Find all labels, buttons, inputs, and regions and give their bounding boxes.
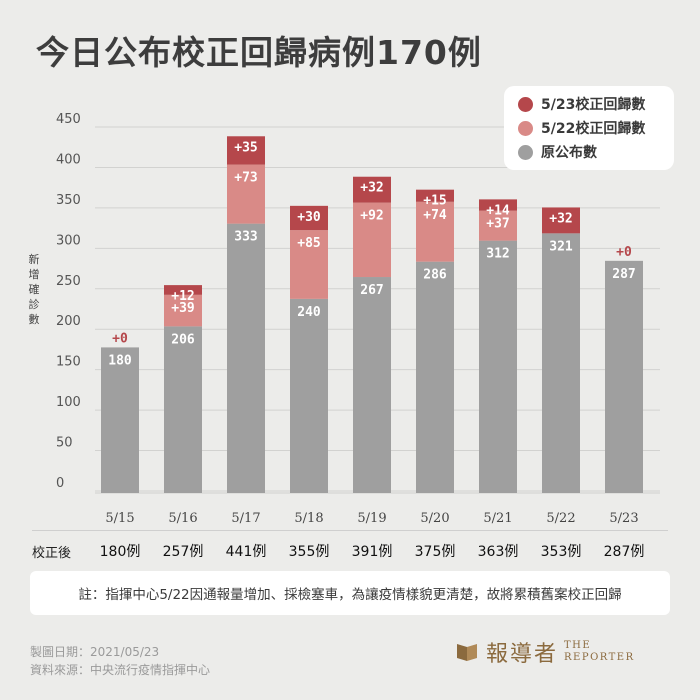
corrected-total: 375例 [414, 544, 456, 560]
footnote: 註：指揮中心5/22因通報量增加、採檢塞車，為讓疫情樣貌更清楚，故將累積舊案校正… [30, 571, 670, 615]
divider [32, 530, 668, 531]
y-tick-label: 450 [56, 112, 81, 127]
data-label: +14 [486, 203, 510, 218]
bar-segment [542, 207, 580, 234]
logo-english-text: THE REPORTER [564, 640, 635, 664]
legend-item-5-23: 5/23校正回歸數 [518, 93, 645, 115]
logo-chinese-text: 報導者 [486, 642, 559, 667]
legend-label-original: 原公布數 [541, 145, 597, 161]
data-label: 206 [171, 332, 195, 347]
data-label: +39 [171, 301, 194, 316]
x-tick-label: 5/15 [105, 511, 134, 526]
x-tick-label: 5/21 [483, 511, 512, 526]
data-label: +0 [616, 245, 632, 260]
data-label: +73 [234, 171, 257, 186]
corrected-total: 391例 [351, 544, 393, 560]
bar-segment [164, 294, 202, 327]
data-label: +74 [423, 208, 447, 223]
bar-segment [227, 136, 265, 165]
corrected-total: 355例 [288, 544, 330, 560]
y-tick-label: 200 [56, 314, 81, 329]
y-tick-label: 0 [56, 476, 64, 491]
bar-segment [479, 240, 517, 493]
bar-segment [101, 347, 139, 493]
bar-segment [164, 326, 202, 493]
book-icon [457, 644, 477, 661]
bar-segment [290, 230, 328, 299]
data-label: 267 [360, 283, 383, 298]
data-label: 321 [549, 239, 573, 254]
x-tick-label: 5/16 [168, 511, 197, 526]
data-label: 286 [423, 268, 447, 283]
y-axis-label: 新增確診數 [28, 253, 40, 326]
legend-label-5-22: 5/22校正回歸數 [541, 121, 646, 137]
corrected-total: 287例 [603, 544, 645, 560]
data-label: +85 [297, 236, 320, 251]
y-tick-label: 100 [56, 395, 81, 410]
x-tick-label: 5/18 [294, 511, 323, 526]
x-tick-label: 5/23 [609, 511, 638, 526]
legend-swatch-5-22 [518, 120, 533, 136]
bar-segment [290, 205, 328, 231]
y-tick-label: 150 [56, 355, 81, 370]
reporter-logo: 報導者 THE REPORTER [456, 636, 635, 668]
data-label: +92 [360, 209, 383, 224]
corrected-total: 353例 [540, 544, 582, 560]
x-tick-label: 5/20 [420, 511, 449, 526]
corrected-total: 257例 [162, 544, 204, 560]
bar-segment [227, 164, 265, 224]
legend-swatch-original [518, 144, 533, 160]
bar-segment [479, 199, 517, 211]
legend-label-5-23: 5/23校正回歸數 [541, 97, 646, 113]
bar-segment [605, 260, 643, 493]
bar-segment [290, 298, 328, 493]
data-label: +15 [423, 194, 446, 209]
data-label: +32 [549, 211, 572, 226]
x-tick-label: 5/19 [357, 511, 386, 526]
data-label: +30 [297, 210, 321, 225]
y-tick-label: 400 [56, 152, 81, 167]
bar-segment [353, 202, 391, 278]
bar-segment [353, 277, 391, 493]
data-label: +32 [360, 181, 383, 196]
bar-segment [227, 223, 265, 493]
y-tick-label: 50 [56, 436, 73, 451]
stacked-bar-chart: 0 50 100 150 200 250 300 350 400 450 180 +0 5/15 206 +… [56, 112, 660, 526]
data-label: +37 [486, 217, 509, 232]
logo-english-line-1: THE [564, 640, 592, 651]
bar-segment [542, 233, 580, 493]
bar-segment [416, 189, 454, 202]
data-label: 180 [108, 353, 132, 368]
legend-item-original: 原公布數 [518, 141, 597, 163]
bar-segment [416, 261, 454, 493]
data-source: 資料來源：中央流行疫情指揮中心 [30, 663, 211, 677]
chart-legend: 5/23校正回歸數 5/22校正回歸數 原公布數 [504, 86, 674, 170]
corrected-total: 441例 [225, 544, 267, 560]
corrected-totals-row: 校正後 180例 257例 441例 355例 391例 375例 363例 353例 287例 [0, 536, 700, 564]
data-label: 333 [234, 230, 257, 245]
y-tick-label: 250 [56, 274, 81, 289]
bar-segment [353, 176, 391, 203]
data-label: +0 [112, 331, 128, 346]
data-label: 287 [612, 267, 635, 282]
bar-segment [416, 201, 454, 262]
legend-swatch-5-23 [518, 96, 533, 112]
logo-english-line-2: REPORTER [564, 652, 635, 663]
production-date: 製圖日期：2021/05/23 [30, 645, 160, 659]
chart-title: 今日公布校正回歸病例170例 [36, 33, 482, 72]
bar-segment [479, 210, 517, 241]
y-tick-label: 300 [56, 233, 81, 248]
corrected-totals-label: 校正後 [32, 546, 72, 561]
data-label: +12 [171, 289, 194, 304]
y-tick-label: 350 [56, 193, 81, 208]
data-label: 312 [486, 247, 509, 262]
data-label: +35 [234, 140, 257, 155]
legend-item-5-22: 5/22校正回歸數 [518, 117, 645, 139]
corrected-total: 363例 [477, 544, 519, 560]
x-tick-label: 5/17 [231, 511, 260, 526]
corrected-total: 180例 [99, 544, 141, 560]
bar-segment [164, 285, 202, 295]
x-tick-label: 5/22 [546, 511, 575, 526]
data-label: 240 [297, 305, 321, 320]
